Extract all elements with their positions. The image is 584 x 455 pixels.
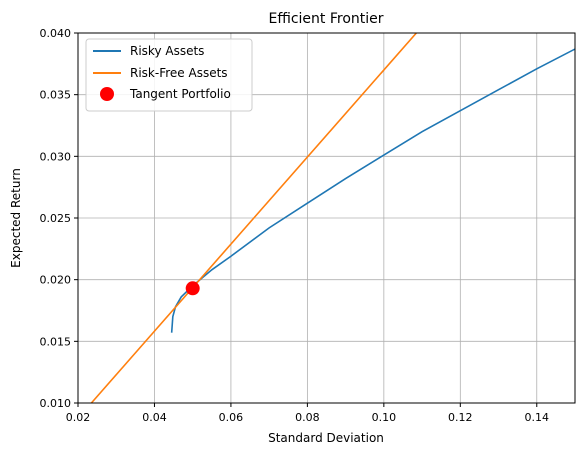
y-axis-label: Expected Return	[9, 168, 23, 268]
legend-label-risk-free-assets: Risk-Free Assets	[130, 66, 228, 80]
legend-label-risky-assets: Risky Assets	[130, 44, 204, 58]
x-tick-label: 0.10	[372, 411, 397, 424]
legend-box	[85, 38, 253, 112]
scatter-point-tangent-portfolio	[185, 281, 200, 296]
series-layer	[90, 33, 575, 403]
legend-swatch-tangent-portfolio	[100, 87, 114, 101]
x-tick-label: 0.04	[142, 411, 167, 424]
chart-title: Efficient Frontier	[268, 11, 383, 27]
x-tick-label: 0.14	[525, 411, 550, 424]
legend: Risky Assets Risk-Free Assets Tangent Po…	[85, 38, 253, 112]
y-tick-label: 0.015	[40, 335, 72, 348]
x-tick-label: 0.12	[448, 411, 473, 424]
y-tick-label: 0.020	[40, 274, 72, 287]
x-tick-label: 0.06	[219, 411, 244, 424]
series-line-risk-free-assets	[90, 33, 417, 403]
x-tick-label: 0.08	[295, 411, 320, 424]
series-line-risky-assets	[170, 48, 575, 333]
x-tick-label: 0.02	[66, 411, 91, 424]
y-tick-label: 0.010	[40, 397, 72, 410]
y-tick-label: 0.025	[40, 212, 72, 225]
y-tick-label: 0.035	[40, 89, 72, 102]
y-tick-label: 0.040	[40, 27, 72, 40]
x-axis-label: Standard Deviation	[268, 431, 384, 445]
y-tick-label: 0.030	[40, 150, 72, 163]
y-axis-ticks: 0.010 0.015 0.020 0.025 0.030 0.035 0.040	[40, 27, 78, 410]
x-axis-ticks: 0.02 0.04 0.06 0.08 0.10 0.12 0.14	[66, 403, 549, 424]
legend-label-tangent-portfolio: Tangent Portfolio	[129, 87, 231, 101]
